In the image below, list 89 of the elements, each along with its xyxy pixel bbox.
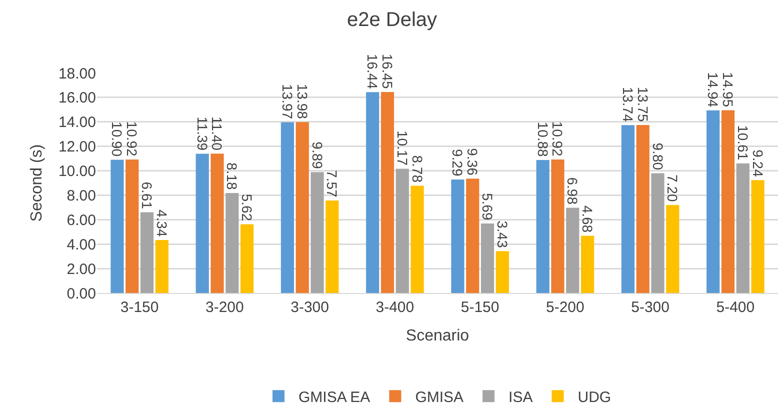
bar (196, 154, 209, 293)
x-tick-label: 5-400 (716, 299, 755, 316)
legend-label: ISA (508, 389, 533, 406)
bar (140, 212, 154, 293)
bar (666, 205, 680, 293)
data-label: 7.20 (664, 174, 681, 202)
x-tick-label: 5-300 (631, 299, 670, 316)
bar (410, 186, 424, 293)
bar (551, 160, 564, 293)
chart-title: e2e Delay (346, 8, 438, 31)
bar (736, 163, 750, 293)
data-label: 9.36 (464, 148, 481, 176)
bar (280, 122, 294, 293)
bar (451, 179, 464, 293)
data-label: 8.18 (224, 162, 240, 190)
data-label: 10.61 (734, 125, 751, 160)
bar (396, 168, 409, 293)
data-label: 14.95 (720, 72, 736, 108)
data-label: 13.74 (620, 86, 636, 122)
bar (566, 208, 580, 293)
x-tick-label: 5-150 (460, 299, 500, 316)
data-label: 3.43 (494, 220, 510, 248)
y-tick-label: 18.00 (58, 65, 96, 82)
x-tick-label: 3-200 (206, 299, 244, 316)
y-tick-label: 10.00 (58, 163, 96, 180)
data-label: 5.62 (239, 194, 256, 222)
y-axis-title: Second (s) (28, 144, 46, 222)
x-tick-label: 3-150 (120, 299, 159, 316)
data-label: 16.45 (379, 54, 396, 89)
data-label: 16.44 (364, 54, 381, 90)
data-label: 13.97 (279, 84, 296, 120)
data-label: 14.94 (705, 72, 722, 108)
bar (110, 160, 124, 293)
data-label: 9.80 (650, 142, 666, 170)
legend-label: UDG (578, 389, 612, 406)
bar (496, 251, 509, 293)
data-label: 5.69 (480, 193, 496, 220)
x-axis-title: Scenario (406, 328, 470, 345)
y-tick-label: 6.00 (66, 212, 96, 229)
bar (721, 110, 735, 293)
bar (210, 154, 224, 293)
bar (226, 193, 239, 293)
bar (155, 240, 168, 293)
bar (751, 180, 764, 293)
y-tick-label: 16.00 (58, 90, 96, 107)
data-label: 10.92 (124, 121, 140, 157)
data-label: 8.78 (409, 155, 426, 183)
data-label: 13.98 (294, 84, 310, 120)
data-label: 9.89 (309, 142, 326, 170)
y-tick-label: 8.00 (66, 187, 96, 204)
data-label: 4.34 (154, 210, 170, 237)
x-tick-label: 5-200 (546, 299, 584, 316)
data-label: 4.68 (580, 205, 596, 233)
bar (706, 110, 720, 293)
data-label: 13.75 (634, 86, 651, 122)
legend-label: GMISA EA (298, 389, 370, 406)
data-label: 6.61 (139, 182, 156, 210)
bar (480, 223, 494, 293)
bar (466, 178, 480, 293)
y-tick-label: 4.00 (66, 236, 96, 254)
data-label: 6.98 (564, 177, 581, 205)
data-label: 10.88 (534, 122, 551, 158)
bar (536, 160, 550, 293)
y-tick-label: 14.00 (58, 114, 96, 132)
bar (621, 125, 635, 293)
bar (310, 172, 324, 293)
data-label: 9.24 (750, 150, 766, 178)
bar (636, 124, 650, 293)
bar (126, 160, 139, 293)
y-tick-label: 12.00 (58, 138, 96, 156)
bar (240, 224, 254, 293)
data-label: 10.90 (109, 122, 126, 157)
data-label: 9.29 (450, 149, 466, 176)
data-label: 11.39 (194, 116, 210, 151)
bar (651, 173, 664, 293)
y-tick-label: 0.00 (66, 285, 96, 302)
bar (366, 92, 380, 293)
bar (380, 92, 394, 293)
data-label: 7.57 (324, 170, 340, 198)
data-label: 10.17 (394, 130, 410, 166)
data-label: 10.92 (550, 121, 566, 157)
data-label: 11.40 (209, 116, 226, 151)
x-tick-label: 3-300 (290, 299, 329, 316)
bar (580, 236, 594, 293)
bar (326, 200, 339, 293)
bar (296, 122, 309, 293)
x-tick-label: 3-400 (376, 299, 414, 316)
legend-label: GMISA (415, 389, 464, 406)
y-tick-label: 2.00 (66, 260, 96, 278)
